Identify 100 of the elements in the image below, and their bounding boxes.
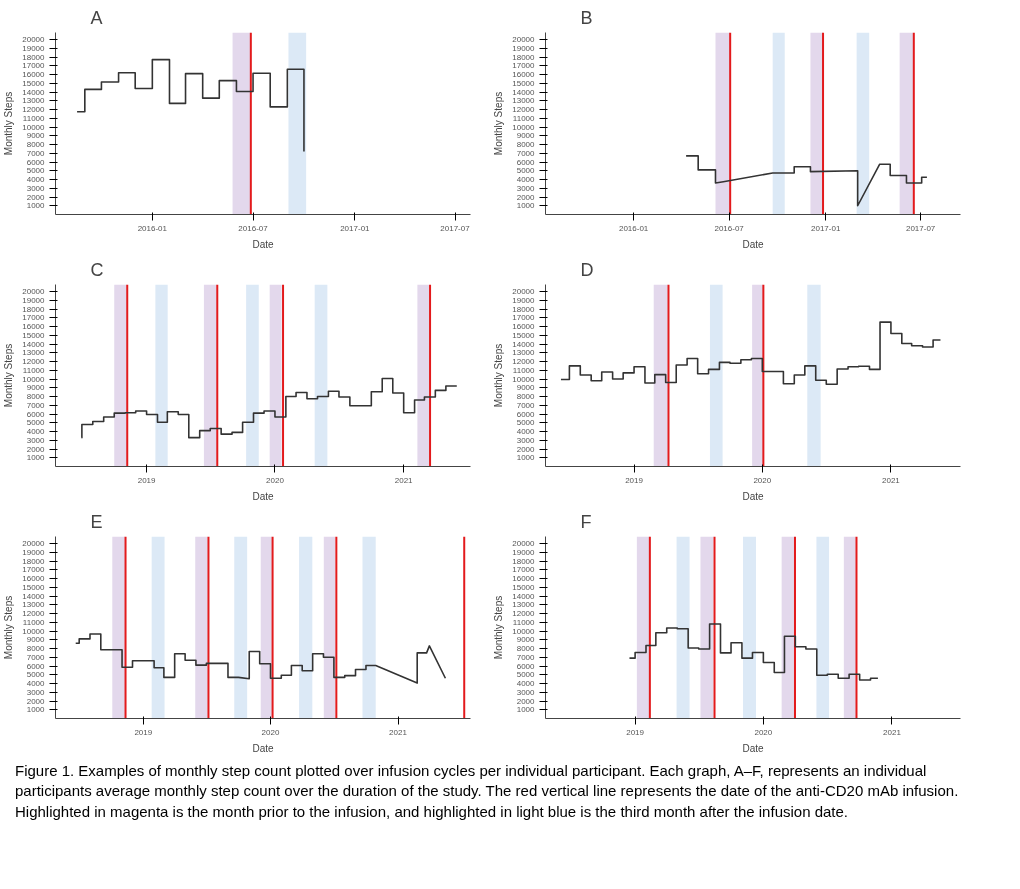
- y-tick-label: 15000: [512, 78, 536, 88]
- y-tick-label: 1000: [516, 201, 536, 211]
- x-axis-title: Date: [742, 742, 764, 754]
- y-tick-label: 2000: [26, 444, 46, 454]
- chart-title: A: [90, 7, 103, 28]
- y-tick-label: 17000: [512, 61, 536, 71]
- y-tick-label: 5000: [26, 670, 46, 680]
- y-tick-label: 17000: [512, 565, 536, 575]
- y-tick-label: 2000: [516, 444, 536, 454]
- x-tick-label: 2021: [883, 727, 902, 737]
- y-tick-label: 2000: [26, 192, 46, 202]
- x-axis-title: Date: [252, 238, 274, 250]
- y-tick-label: 13000: [512, 96, 536, 106]
- y-tick-label: 4000: [26, 175, 46, 184]
- y-tick-label: 16000: [22, 574, 46, 583]
- x-tick-label: 2019: [626, 727, 645, 737]
- x-tick-label: 2017-01: [810, 223, 841, 233]
- x-axis-title: Date: [252, 742, 274, 754]
- chart-title: B: [580, 7, 593, 28]
- y-tick-label: 14000: [22, 339, 46, 349]
- y-tick-label: 16000: [22, 322, 46, 331]
- x-tick-label: 2020: [753, 475, 772, 485]
- y-tick-label: 4000: [516, 427, 536, 436]
- y-tick-label: 12000: [22, 105, 46, 114]
- y-tick-label: 17000: [512, 313, 536, 323]
- y-tick-label: 6000: [516, 409, 536, 419]
- y-tick-label: 9000: [516, 635, 536, 645]
- y-tick-label: 11000: [22, 365, 46, 375]
- y-tick-label: 12000: [512, 105, 536, 114]
- y-tick-label: 10000: [22, 626, 46, 636]
- y-tick-label: 12000: [512, 357, 536, 366]
- x-tick-label: 2021: [389, 727, 408, 737]
- y-tick-label: 3000: [26, 183, 46, 193]
- y-tick-label: 8000: [26, 140, 46, 149]
- y-tick-label: 16000: [512, 70, 536, 79]
- y-tick-label: 19000: [22, 547, 46, 557]
- y-tick-label: 20000: [512, 287, 536, 296]
- x-axis-title: Date: [742, 238, 764, 250]
- y-tick-label: 14000: [22, 591, 46, 601]
- y-tick-label: 6000: [516, 157, 536, 167]
- x-axis-title: Date: [252, 490, 274, 502]
- y-axis-title: Monthly Steps: [3, 343, 15, 408]
- caption: Figure 1. Examples of monthly step count plotted over infusion cycles per individual participant. Each graph, A–F, represents an individual participants average monthly step count over the duration of the study. The red vertical line represents the date of the anti-CD20 mAb infusion. Highlighted in magenta is the month prior to the infusion, and highlighted in light blue is the third month after the infusion date.: [15, 761, 960, 822]
- y-tick-label: 6000: [516, 661, 536, 671]
- y-tick-label: 2000: [516, 192, 536, 202]
- y-tick-label: 18000: [512, 304, 536, 314]
- y-tick-label: 8000: [516, 392, 536, 401]
- y-tick-label: 20000: [512, 539, 536, 548]
- y-tick-label: 17000: [22, 313, 46, 323]
- y-tick-label: 1000: [516, 705, 536, 715]
- y-tick-label: 8000: [26, 392, 46, 401]
- x-tick-label: 2017-07: [440, 223, 471, 233]
- y-tick-label: 5000: [516, 166, 536, 176]
- x-tick-label: 2016-07: [714, 223, 745, 233]
- y-tick-label: 1000: [26, 201, 46, 211]
- y-tick-label: 7000: [516, 400, 536, 410]
- y-tick-label: 4000: [26, 427, 46, 436]
- y-tick-label: 12000: [512, 609, 536, 618]
- chart-title: F: [580, 511, 592, 532]
- y-tick-label: 9000: [26, 131, 46, 141]
- y-tick-label: 1000: [26, 705, 46, 715]
- x-tick-label: 2017-01: [340, 223, 371, 233]
- x-tick-label: 2019: [625, 475, 644, 485]
- y-tick-label: 20000: [22, 35, 46, 44]
- y-tick-label: 19000: [22, 43, 46, 53]
- y-tick-label: 11000: [22, 617, 46, 627]
- y-tick-label: 10000: [22, 374, 46, 384]
- y-tick-label: 8000: [26, 644, 46, 653]
- y-tick-label: 13000: [22, 348, 46, 358]
- y-tick-label: 3000: [26, 435, 46, 445]
- y-tick-label: 18000: [22, 52, 46, 62]
- y-tick-label: 19000: [512, 547, 536, 557]
- y-tick-label: 8000: [516, 644, 536, 653]
- y-tick-label: 14000: [22, 87, 46, 97]
- y-tick-label: 9000: [26, 635, 46, 645]
- y-tick-label: 19000: [512, 295, 536, 305]
- y-tick-label: 8000: [516, 140, 536, 149]
- y-tick-label: 10000: [512, 626, 536, 636]
- x-tick-label: 2020: [261, 727, 280, 737]
- y-tick-label: 11000: [512, 113, 536, 123]
- y-tick-label: 16000: [22, 70, 46, 79]
- y-tick-label: 10000: [512, 374, 536, 384]
- y-axis-title: Monthly Steps: [493, 91, 505, 156]
- x-tick-label: 2016-01: [137, 223, 168, 233]
- y-tick-label: 11000: [512, 365, 536, 375]
- y-tick-label: 20000: [22, 539, 46, 548]
- chart-title: E: [90, 511, 103, 532]
- y-tick-label: 10000: [22, 122, 46, 132]
- y-tick-label: 11000: [22, 113, 46, 123]
- y-tick-label: 20000: [512, 35, 536, 44]
- y-tick-label: 2000: [516, 696, 536, 706]
- y-tick-label: 9000: [516, 131, 536, 141]
- y-tick-label: 7000: [26, 148, 46, 158]
- y-tick-label: 5000: [516, 418, 536, 428]
- y-tick-label: 15000: [22, 582, 46, 592]
- y-axis-title: Monthly Steps: [3, 91, 15, 156]
- y-tick-label: 3000: [516, 435, 536, 445]
- y-tick-label: 20000: [22, 287, 46, 296]
- y-tick-label: 12000: [22, 609, 46, 618]
- y-tick-label: 4000: [516, 679, 536, 688]
